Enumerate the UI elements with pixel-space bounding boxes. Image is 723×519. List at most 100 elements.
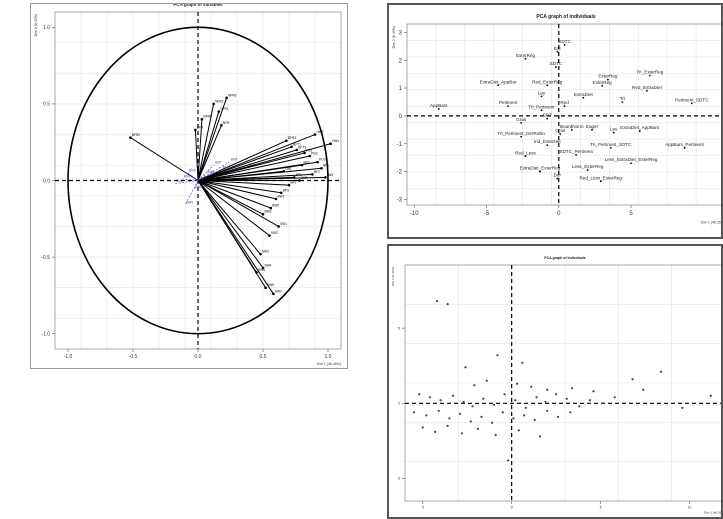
variable-arrow [197,119,203,181]
variable-arrowhead [290,145,293,149]
plot-area-border [404,264,721,502]
unit-circle [67,26,329,335]
y-axis-label: Dim 2 (8.43%) [34,14,38,36]
variable-arrow [197,170,284,181]
individual-point [642,388,645,391]
variable-label: NFR2 [215,99,224,103]
x-axis-label: Dim 1 (46.26%) [704,510,721,514]
variable-arrow [197,180,290,186]
individual-point [446,424,449,427]
x-tick-label: 10 [687,506,691,510]
variable-arrow [197,140,287,181]
individual-point [435,299,439,303]
individual-point [681,406,684,409]
individual-point [592,390,595,393]
individual-point [544,400,547,403]
variable-arrow [197,180,271,209]
individual-label: SDTC [558,39,571,44]
individual-point [638,130,641,133]
y-tick-label: 0 [399,114,403,120]
individual-point [559,133,562,135]
individual-label: ExterReg [516,53,536,58]
individual-label: Der [554,173,562,178]
individual-point [601,402,604,405]
individual-point [555,393,558,396]
supplementary-variable-arrow [182,178,199,181]
individual-point [524,57,527,60]
variable-arrow [197,180,264,269]
individual-label: Red [560,100,569,105]
individual-point [507,105,510,108]
variable-arrow [197,103,215,181]
supplementary-variable-arrow [197,169,222,181]
individual-label: Lav [610,127,618,132]
variable-arrow [197,180,261,255]
individual-point [434,430,437,433]
variable-arrowhead [261,266,265,270]
individual-point [517,429,520,432]
individual-point [599,180,602,183]
variable-label: PG2 [311,151,318,155]
individual-point [439,399,442,402]
variable-label: BFR [197,125,204,129]
x-tick-label: -5 [421,506,424,510]
individual-point [539,435,542,438]
individuals-chart-panel: -10 -5 0 5 -3 -2 -1 0 1 2 3 PCA graph of individual… [387,3,723,239]
supplementary-variable-label: BM3 [189,168,196,172]
individual-point [709,394,712,397]
individual-label: SDTC_Pertinent [559,149,593,154]
individual-point [471,405,474,408]
individual-point [425,414,428,417]
individual-point [535,396,538,399]
individual-label: Tri_Pertinent_SDTC [590,142,632,147]
variable-label: BW2 [272,204,279,208]
individual-label: Tri_ExterReg [636,70,663,75]
variable-arrowhead [272,292,275,296]
y-tick-label: -1.0 [41,331,50,337]
variable-label: PG3 [319,158,326,162]
x-tick-label: 5 [629,211,633,217]
individual-label: ExtraDiet [574,92,594,97]
individual-point [520,121,523,124]
variable-arrowhead [259,252,262,256]
individual-point [459,412,462,415]
variable-label: SW2 [271,231,278,235]
chart-title: PCA graph of variables [173,4,223,7]
x-tick-label: 0 [511,506,513,510]
x-tick-label: 5 [600,506,602,510]
individual-point [428,396,431,399]
variable-label: BFR2 [132,133,140,137]
individual-point [476,427,479,430]
variable-label: LW1 [285,167,292,171]
variable-arrowhead [303,151,306,155]
individual-point [507,459,510,462]
individual-point [571,387,574,390]
individual-label: AppBars_Pertinent [665,142,704,147]
variable-arrow [197,134,316,181]
supplementary-variable-label: BM4 [196,185,203,189]
y-axis-label: Dim 2 (8.43%) [392,26,396,48]
variable-arrowhead [311,173,314,176]
individual-point [524,406,527,409]
individual-point [546,409,549,412]
individual-point [462,400,465,403]
individual-point [451,394,455,397]
variable-arrowhead [264,286,267,290]
individual-label: SDTC [550,61,563,66]
individual-point [437,108,440,110]
individual-point [546,117,549,120]
individual-point [569,411,572,414]
variable-arrowhead [268,234,271,237]
individual-label: ExterReg [593,80,613,85]
variable-label: NFR5 [203,115,212,119]
individual-point [588,399,591,402]
individual-point [690,102,693,105]
individual-label: BoardNorm [560,124,584,129]
y-axis-label: Dim 2 (8.43%) [391,267,395,286]
y-tick-label: 0.5 [43,102,50,108]
individuals-chart-panel-2: -5 0 5 10 -5 0 5 PCA graph of individuals Dim 1 … [387,244,723,519]
supplementary-variable-label: BM7 [215,161,222,165]
x-tick-label: 0 [557,211,561,217]
individual-point [482,397,485,400]
individual-point [631,378,634,381]
